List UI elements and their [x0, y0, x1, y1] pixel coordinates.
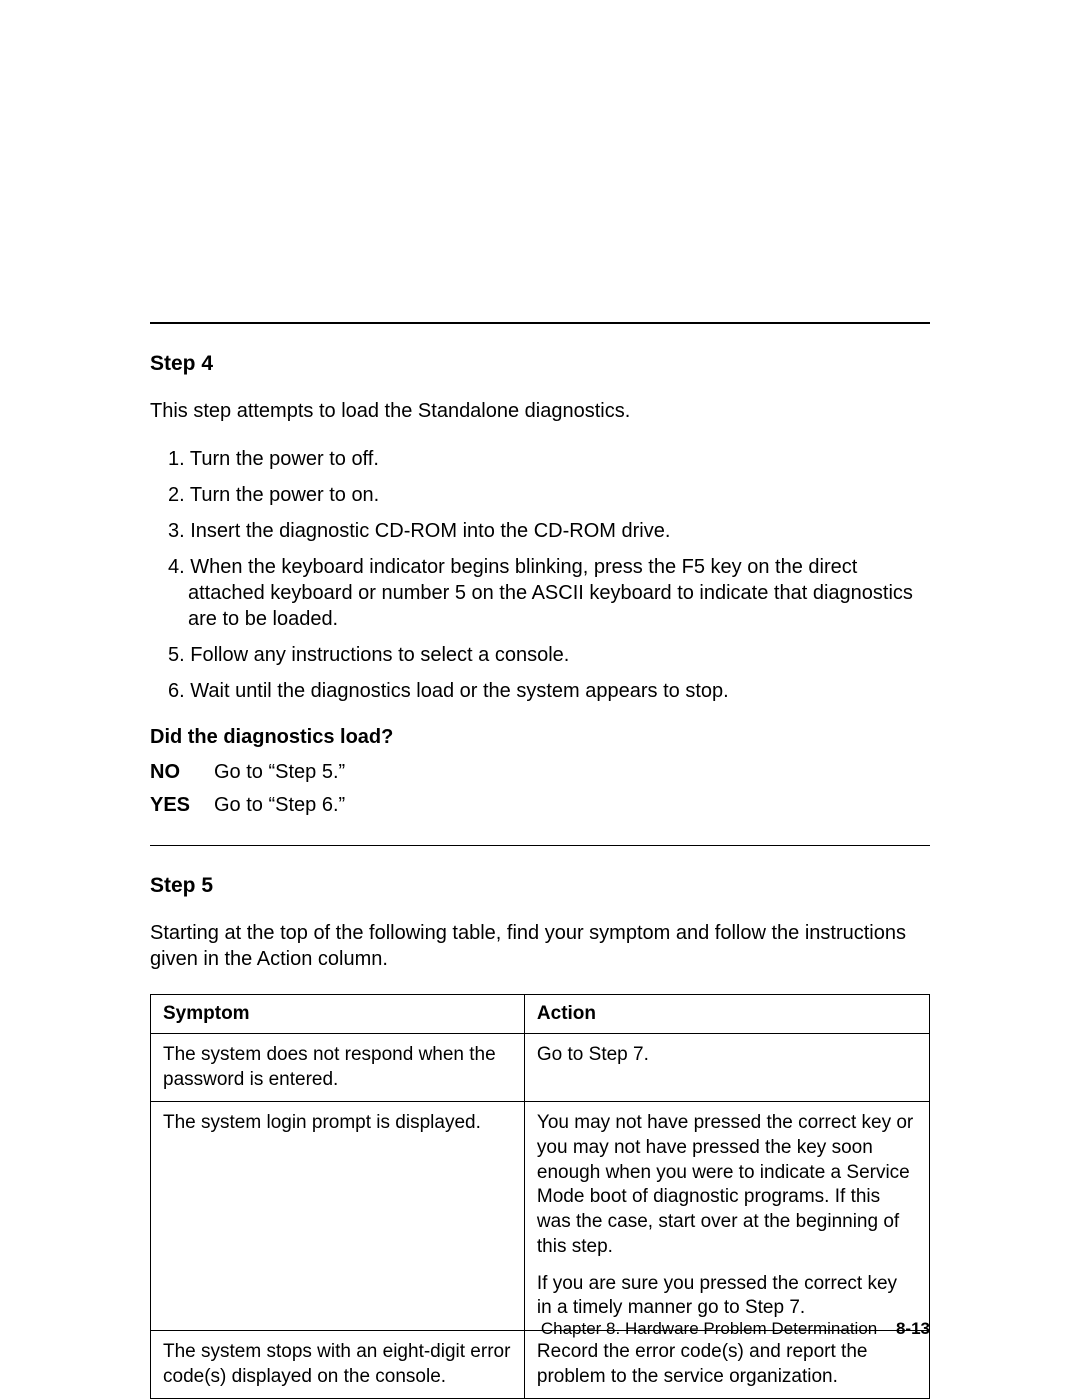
step4-list: Turn the power to off. Turn the power to…	[150, 446, 930, 704]
step5-heading: Step 5	[150, 874, 930, 898]
action-cell: Record the error code(s) and report the …	[524, 1330, 929, 1398]
symptom-cell: The system stops with an eight-digit err…	[151, 1330, 525, 1398]
step4-heading: Step 4	[150, 352, 930, 376]
step4-question: Did the diagnostics load?	[150, 726, 930, 749]
list-item: Turn the power to off.	[168, 446, 930, 472]
table-header-row: Symptom Action	[151, 995, 930, 1034]
step5-intro: Starting at the top of the following tab…	[150, 920, 930, 972]
list-item: Follow any instructions to select a cons…	[168, 642, 930, 668]
section-divider-top	[150, 322, 930, 324]
action-text: You may not have pressed the correct key…	[537, 1111, 917, 1259]
section-divider-mid	[150, 845, 930, 846]
list-item: Wait until the diagnostics load or the s…	[168, 678, 930, 704]
answer-yes-text: Go to “Step 6.”	[214, 794, 930, 817]
action-cell: Go to Step 7.	[524, 1034, 929, 1102]
header-symptom: Symptom	[151, 995, 525, 1034]
symptom-cell: The system login prompt is displayed.	[151, 1102, 525, 1331]
answer-no-row: NO Go to “Step 5.”	[150, 761, 930, 784]
action-text: Go to Step 7.	[537, 1043, 917, 1068]
list-item: Turn the power to on.	[168, 482, 930, 508]
table-row: The system stops with an eight-digit err…	[151, 1330, 930, 1398]
footer-page-number: 8-13	[896, 1319, 930, 1338]
list-item: When the keyboard indicator begins blink…	[168, 554, 930, 632]
action-text: Record the error code(s) and report the …	[537, 1340, 917, 1389]
symptom-cell: The system does not respond when the pas…	[151, 1034, 525, 1102]
answer-yes-row: YES Go to “Step 6.”	[150, 794, 930, 817]
table-row: The system does not respond when the pas…	[151, 1034, 930, 1102]
page-footer: Chapter 8. Hardware Problem Determinatio…	[541, 1319, 930, 1339]
step4-intro: This step attempts to load the Standalon…	[150, 398, 930, 424]
header-action: Action	[524, 995, 929, 1034]
answer-yes-label: YES	[150, 794, 214, 817]
answer-no-label: NO	[150, 761, 214, 784]
list-item: Insert the diagnostic CD-ROM into the CD…	[168, 518, 930, 544]
footer-chapter: Chapter 8. Hardware Problem Determinatio…	[541, 1319, 877, 1338]
action-cell: You may not have pressed the correct key…	[524, 1102, 929, 1331]
action-text: If you are sure you pressed the correct …	[537, 1272, 917, 1321]
table-row: The system login prompt is displayed. Yo…	[151, 1102, 930, 1331]
answer-no-text: Go to “Step 5.”	[214, 761, 930, 784]
